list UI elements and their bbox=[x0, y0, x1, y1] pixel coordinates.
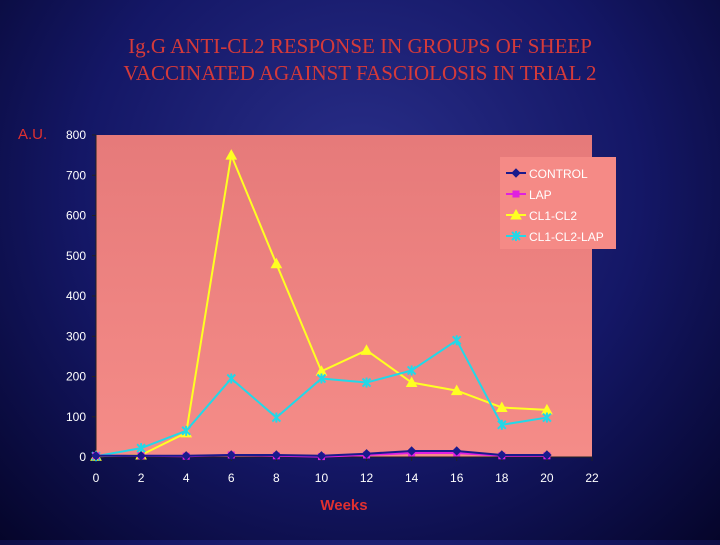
data-point-cl1-cl2-lap bbox=[497, 419, 507, 430]
data-point-cl1-cl2-lap bbox=[542, 412, 552, 423]
data-point-control bbox=[497, 450, 507, 460]
series-control bbox=[91, 446, 552, 461]
x-tick-label: 14 bbox=[405, 471, 419, 485]
y-axis-label: A.U. bbox=[18, 126, 47, 143]
y-tick-label: 100 bbox=[66, 410, 86, 424]
x-tick-label: 6 bbox=[228, 471, 235, 485]
series-layer bbox=[90, 149, 553, 462]
y-tick-label: 700 bbox=[66, 168, 86, 182]
data-point-cl1-cl2-lap bbox=[406, 365, 417, 376]
data-point-control bbox=[226, 450, 236, 460]
legend-label: CL1-CL2-LAP bbox=[529, 230, 604, 244]
x-tick-label: 10 bbox=[315, 471, 329, 485]
legend-label: CONTROL bbox=[529, 167, 588, 181]
y-tick-label: 300 bbox=[66, 329, 86, 343]
x-tick-label: 20 bbox=[540, 471, 554, 485]
data-point-cl1-cl2 bbox=[270, 257, 283, 269]
data-point-cl1-cl2-lap bbox=[361, 377, 372, 388]
y-tick-label: 400 bbox=[66, 289, 86, 303]
x-tick-label: 18 bbox=[495, 471, 509, 485]
data-point-cl1-cl2 bbox=[450, 384, 463, 396]
legend: CONTROL LAP CL1-CL2 CL1-CL2-LAP bbox=[500, 157, 616, 249]
data-point-control bbox=[181, 451, 191, 461]
legend-label: CL1-CL2 bbox=[529, 209, 577, 223]
legend-swatch-marker bbox=[510, 208, 522, 220]
data-point-control bbox=[271, 450, 282, 460]
x-tick-label: 22 bbox=[585, 471, 599, 485]
x-axis-label: Weeks bbox=[320, 497, 367, 514]
data-point-control bbox=[316, 451, 327, 461]
x-tick-label: 4 bbox=[183, 471, 190, 485]
data-point-cl1-cl2 bbox=[360, 344, 373, 355]
data-point-control bbox=[406, 446, 417, 456]
axes: 0 100 200 300 400 500 600 700 800 0 2 4 6 8 10 12 14 16 18… bbox=[66, 128, 599, 485]
data-point-cl1-cl2 bbox=[405, 376, 418, 388]
slide-title-line-1: Ig.G ANTI-CL2 RESPONSE IN GROUPS OF SHEE… bbox=[128, 34, 592, 58]
data-point-control bbox=[361, 449, 372, 459]
data-point-control bbox=[91, 451, 101, 461]
y-tick-label: 800 bbox=[66, 128, 86, 142]
legend-item-control: CONTROL bbox=[506, 167, 588, 181]
data-point-cl1-cl2-lap bbox=[271, 412, 282, 423]
legend-swatch-marker bbox=[511, 168, 521, 178]
y-tick-label: 200 bbox=[66, 370, 86, 384]
x-tick-label: 8 bbox=[273, 471, 280, 485]
data-point-cl1-cl2-lap bbox=[181, 425, 191, 436]
legend-item-lap: LAP bbox=[506, 188, 552, 202]
legend-swatch-marker bbox=[512, 190, 520, 198]
legend-swatch-marker bbox=[511, 231, 521, 241]
legend-label: LAP bbox=[529, 188, 552, 202]
x-tick-label: 16 bbox=[450, 471, 464, 485]
legend-item-cl1-cl2: CL1-CL2 bbox=[506, 208, 577, 223]
legend-item-cl1-cl2-lap: CL1-CL2-LAP bbox=[506, 230, 604, 244]
slide-title-line-2: VACCINATED AGAINST FASCIOLOSIS IN TRIAL … bbox=[123, 61, 597, 85]
data-point-cl1-cl2-lap bbox=[452, 335, 462, 346]
data-point-control bbox=[136, 451, 146, 461]
x-tick-label: 0 bbox=[93, 471, 100, 485]
y-tick-label: 0 bbox=[79, 450, 86, 464]
slide-title: Ig.G ANTI-CL2 RESPONSE IN GROUPS OF SHEE… bbox=[0, 33, 720, 87]
x-tick-label: 2 bbox=[138, 471, 145, 485]
y-tick-label: 500 bbox=[66, 249, 86, 263]
data-point-control bbox=[452, 446, 462, 456]
data-point-control bbox=[542, 450, 552, 460]
data-point-cl1-cl2 bbox=[495, 401, 508, 412]
data-point-cl1-cl2 bbox=[225, 149, 238, 160]
data-point-cl1-cl2-lap bbox=[316, 373, 327, 384]
x-tick-label: 12 bbox=[360, 471, 374, 485]
data-point-cl1-cl2-lap bbox=[226, 373, 236, 384]
y-tick-label: 600 bbox=[66, 209, 86, 223]
